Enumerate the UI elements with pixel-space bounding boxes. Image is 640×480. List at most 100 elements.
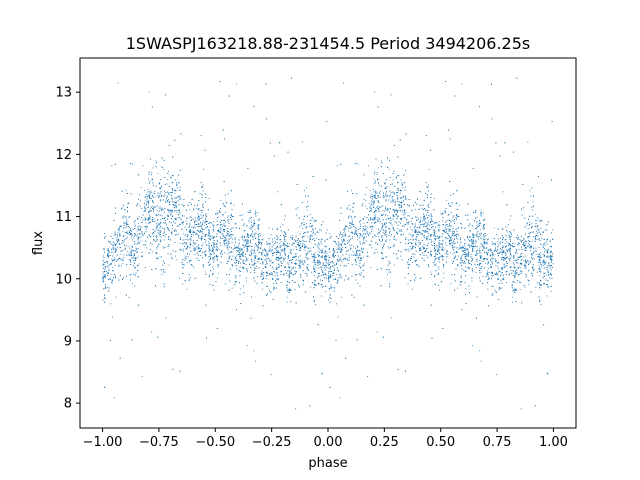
data-point	[352, 233, 354, 234]
data-point	[305, 253, 307, 255]
data-point	[286, 290, 288, 292]
data-point	[272, 268, 274, 270]
data-point	[371, 222, 372, 224]
data-point	[269, 243, 271, 245]
data-point	[264, 264, 266, 266]
data-point	[120, 253, 122, 255]
data-point	[425, 221, 427, 223]
data-point	[272, 262, 274, 263]
data-point	[351, 189, 353, 191]
data-point	[388, 235, 390, 236]
data-point	[307, 258, 308, 260]
data-point	[318, 283, 319, 285]
data-point	[529, 247, 531, 249]
data-point	[279, 255, 281, 256]
data-point	[171, 211, 173, 212]
data-point	[153, 184, 155, 186]
data-point	[426, 209, 428, 211]
data-point	[205, 239, 207, 241]
data-point	[534, 240, 536, 242]
data-point	[167, 245, 169, 247]
data-point	[431, 255, 432, 256]
data-point	[250, 227, 252, 229]
data-point	[381, 223, 383, 224]
data-point	[380, 214, 382, 216]
data-point	[535, 236, 536, 238]
data-point	[277, 256, 279, 258]
data-point	[384, 210, 386, 212]
data-point	[333, 253, 334, 254]
data-point	[273, 252, 275, 254]
data-point	[439, 259, 440, 261]
data-point	[545, 266, 547, 268]
data-point	[321, 295, 322, 297]
data-point	[539, 221, 541, 223]
data-point	[510, 257, 512, 259]
data-point	[461, 268, 463, 270]
data-point	[202, 243, 204, 245]
data-point	[332, 286, 334, 288]
data-point	[482, 276, 484, 277]
data-point	[410, 260, 411, 261]
data-point	[118, 258, 119, 260]
data-point	[266, 241, 267, 243]
data-point	[491, 257, 493, 259]
data-point	[225, 206, 226, 208]
data-point	[352, 236, 353, 238]
data-point	[407, 262, 409, 264]
data-point	[406, 261, 408, 263]
data-point	[364, 263, 365, 265]
data-point	[452, 232, 453, 234]
data-point	[104, 294, 106, 296]
data-point	[105, 261, 107, 263]
data-point	[404, 223, 406, 225]
data-point	[236, 268, 237, 270]
data-point	[357, 163, 359, 165]
data-point	[507, 224, 509, 226]
data-point	[452, 216, 454, 218]
data-point	[174, 255, 176, 257]
data-point	[160, 219, 162, 220]
data-point	[498, 244, 500, 246]
data-point	[386, 215, 388, 217]
data-point	[288, 266, 289, 268]
data-point	[358, 265, 360, 266]
data-point	[168, 199, 169, 201]
data-point	[220, 229, 221, 231]
data-point	[129, 216, 131, 217]
data-point	[102, 279, 104, 281]
data-point	[465, 288, 467, 290]
data-point	[375, 208, 376, 210]
data-point	[243, 260, 245, 261]
data-point	[416, 216, 418, 218]
data-point	[462, 254, 463, 256]
data-point	[109, 241, 111, 243]
data-point	[375, 192, 377, 194]
data-point	[485, 275, 487, 277]
data-point	[340, 296, 342, 298]
data-point	[549, 245, 551, 247]
data-point	[358, 259, 360, 261]
data-point	[352, 251, 354, 253]
data-point	[109, 278, 111, 279]
data-point	[163, 235, 164, 236]
data-point	[139, 205, 141, 207]
data-point	[155, 205, 157, 207]
data-point	[483, 228, 485, 230]
data-point	[283, 249, 285, 251]
data-point	[216, 243, 218, 245]
data-point	[211, 249, 213, 251]
data-point	[425, 255, 427, 256]
data-point	[422, 234, 424, 235]
data-point	[234, 222, 236, 224]
data-point	[287, 270, 288, 272]
data-point	[135, 258, 137, 259]
data-point	[524, 266, 526, 267]
data-point	[265, 257, 267, 259]
data-point	[321, 243, 323, 245]
data-point	[472, 233, 474, 235]
data-point	[208, 223, 210, 224]
data-point	[375, 218, 377, 220]
data-point	[302, 239, 304, 241]
